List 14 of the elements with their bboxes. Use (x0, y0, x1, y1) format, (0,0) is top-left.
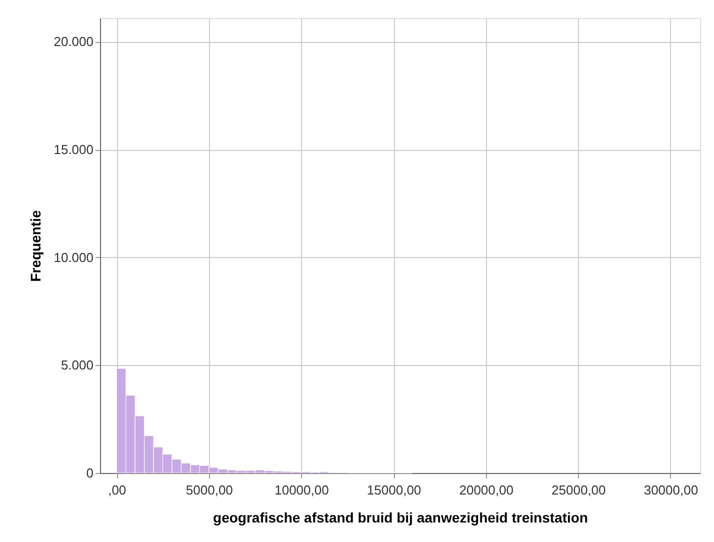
y-tick-label: 5.000 (60, 358, 94, 373)
x-tick-label: ,00 (108, 482, 126, 498)
x-tick-label: 30000,00 (644, 482, 698, 498)
y-tick-label: 20.000 (54, 34, 94, 50)
y-axis-title: Frequentie (28, 210, 44, 282)
y-tick-label: 0 (86, 466, 94, 480)
x-tick-label: 5000,00 (186, 482, 233, 498)
x-tick-label: 25000,00 (552, 482, 606, 498)
x-axis-title: geografische afstand bruid bij aanwezigheid treinstation (213, 510, 588, 526)
x-tick-label: 15000,00 (366, 482, 422, 498)
x-tick-label: 10000,00 (274, 482, 329, 498)
y-tick-label: 15.000 (54, 142, 94, 158)
x-tick-label: 20000,00 (459, 482, 514, 498)
y-tick-label: 10.000 (54, 250, 94, 265)
